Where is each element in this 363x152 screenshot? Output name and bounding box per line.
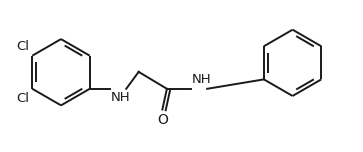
- Text: NH: NH: [110, 91, 130, 104]
- Text: Cl: Cl: [16, 92, 29, 105]
- Text: Cl: Cl: [16, 40, 29, 53]
- Text: O: O: [157, 112, 168, 126]
- Text: NH: NH: [191, 73, 211, 86]
